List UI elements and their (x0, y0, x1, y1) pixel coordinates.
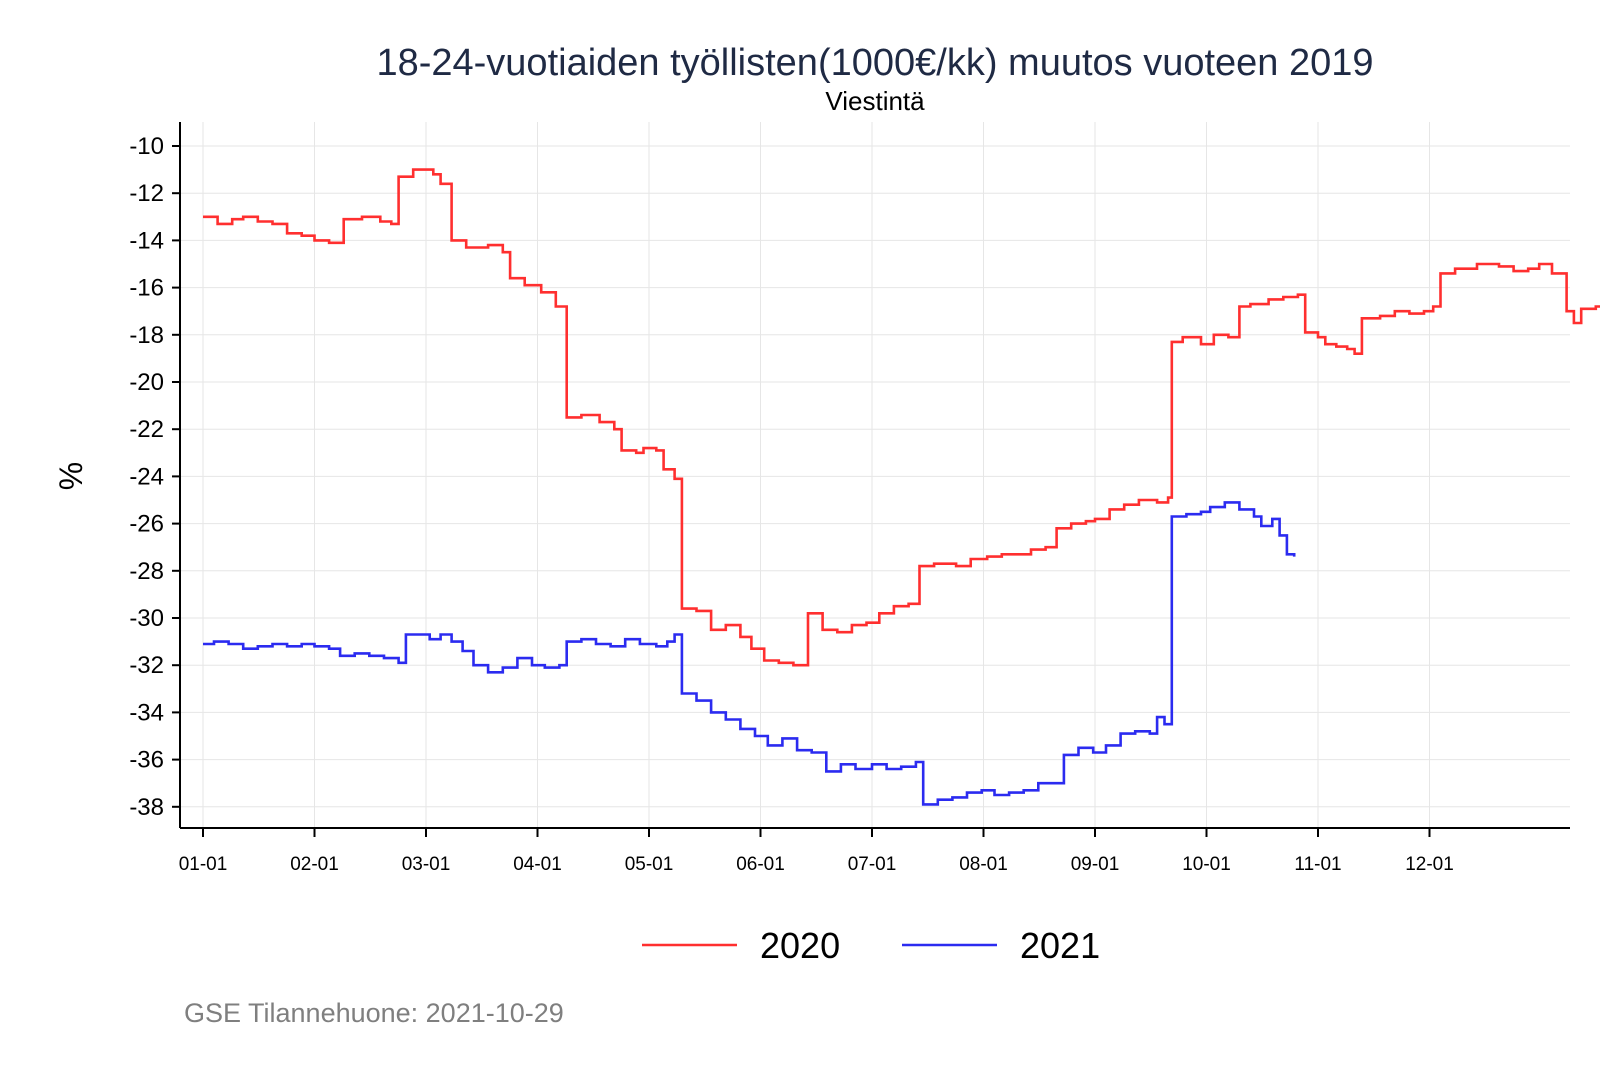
y-tick-label: -18 (129, 322, 164, 349)
y-tick-label: -16 (129, 275, 164, 302)
legend-label-2021: 2021 (1020, 925, 1100, 966)
x-tick-label: 01-01 (179, 854, 228, 875)
chart-subtitle: Viestintä (825, 86, 925, 116)
x-tick-label: 02-01 (290, 854, 339, 875)
y-tick-label: -12 (129, 180, 164, 207)
series-line-2020 (203, 168, 1600, 667)
y-axis-label: % (53, 462, 89, 490)
y-tick-label: -22 (129, 416, 164, 443)
y-tick-label: -30 (129, 605, 164, 632)
legend: 2020 2021 (642, 925, 1100, 966)
x-tick-label: 11-01 (1294, 854, 1341, 875)
series-line-2021 (203, 501, 1296, 806)
legend-label-2020: 2020 (760, 925, 840, 966)
axes (172, 122, 1570, 837)
x-tick-label: 03-01 (402, 854, 451, 875)
source-note: GSE Tilannehuone: 2021-10-29 (184, 998, 564, 1028)
y-tick-label: -26 (129, 511, 164, 538)
grid-lines (180, 122, 1570, 828)
y-tick-label: -10 (129, 133, 164, 160)
x-tick-label: 12-01 (1405, 854, 1454, 875)
y-tick-label: -28 (129, 558, 164, 585)
y-tick-labels: -10 -12 -14 -16 -18 -20 -22 -24 -26 -28 -30 -32 -34 -… (129, 133, 164, 821)
chart-title: 18-24-vuotiaiden työllisten(1000€/kk) mu… (376, 42, 1373, 84)
x-tick-label: 10-01 (1182, 854, 1231, 875)
y-tick-label: -36 (129, 747, 164, 774)
x-tick-label: 05-01 (625, 854, 674, 875)
x-tick-label: 08-01 (959, 854, 1008, 875)
x-tick-labels: 01-01 02-01 03-01 04-01 05-01 06-01 07-01 08-01… (179, 854, 1454, 875)
x-tick-label: 09-01 (1071, 854, 1120, 875)
y-tick-label: -24 (129, 463, 164, 490)
y-tick-label: -20 (129, 369, 164, 396)
y-tick-label: -14 (129, 227, 164, 254)
y-tick-label: -38 (129, 794, 164, 821)
x-tick-label: 06-01 (736, 854, 785, 875)
y-tick-label: -34 (129, 699, 164, 726)
y-tick-label: -32 (129, 652, 164, 679)
x-tick-label: 07-01 (848, 854, 897, 875)
x-tick-label: 04-01 (513, 854, 562, 875)
series-lines (203, 168, 1600, 806)
